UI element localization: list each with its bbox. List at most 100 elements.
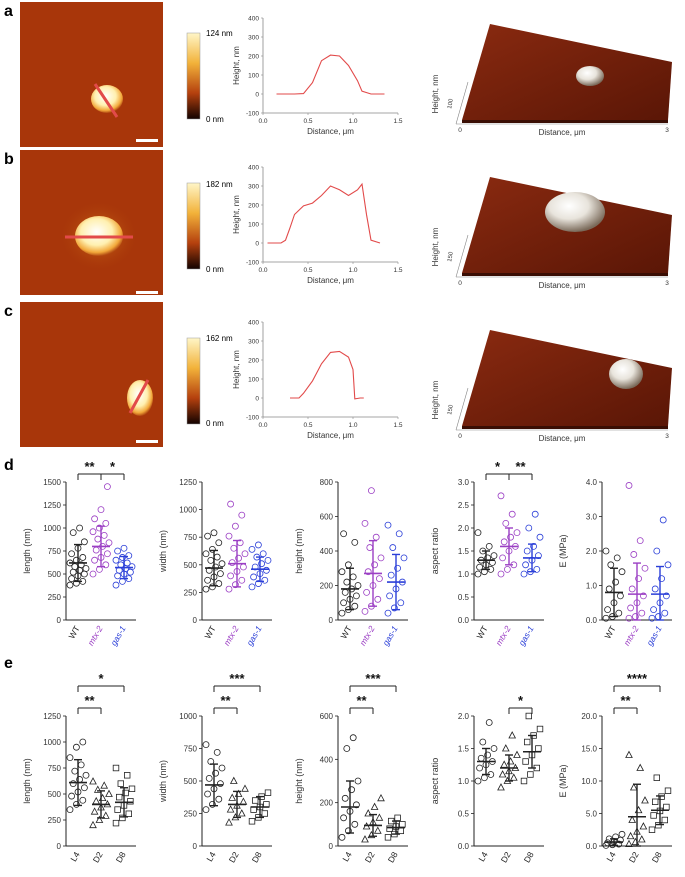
data-point — [485, 719, 493, 726]
data-point — [204, 790, 212, 798]
data-point — [79, 554, 87, 561]
data-point — [202, 585, 210, 593]
data-point — [73, 579, 80, 587]
data-point — [348, 786, 356, 794]
color-scale-c — [186, 337, 201, 425]
data-point — [361, 835, 369, 843]
data-point — [125, 552, 133, 559]
color-scale-min-b: 0 nm — [206, 265, 224, 274]
data-point — [352, 592, 360, 600]
data-point — [502, 520, 510, 527]
y-tick-label: 3.0 — [458, 478, 470, 487]
y-tick-label: -100 — [246, 111, 259, 118]
dot-plot-d-width-nm-: 0 250 500 750 1000 1250 width (nm) WT mtx-2 gas-1 — [158, 478, 272, 647]
y-axis-label: length (nm) — [22, 758, 32, 804]
y-axis-label: Height, nm — [431, 74, 440, 113]
x-tick-label: WT — [474, 624, 489, 640]
x-tick-label: 0 — [458, 433, 462, 440]
x-tick-label: L4 — [204, 850, 218, 863]
x-tick-label: D8 — [522, 850, 536, 865]
x-tick-label: L4 — [68, 850, 82, 863]
data-point — [476, 563, 484, 571]
surface-particle — [576, 66, 604, 86]
y-tick-label: 600 — [320, 712, 334, 721]
x-tick-label: L4 — [604, 850, 618, 863]
data-point — [69, 568, 77, 576]
y-tick-label: 0.0 — [458, 842, 470, 851]
data-point — [204, 576, 212, 584]
y-tick-label: 1.0 — [458, 570, 470, 579]
data-point — [354, 582, 362, 589]
data-point — [390, 604, 398, 612]
profile-plot-a: -100 0 100 200 300 400 0.0 0.5 1.0 1.5 Distance, μ… — [232, 16, 403, 137]
data-point — [653, 774, 660, 781]
data-point — [68, 550, 75, 558]
y-tick-label: 2.0 — [458, 712, 470, 721]
afm-particle-a — [91, 85, 123, 113]
data-point — [651, 585, 659, 593]
data-point — [216, 570, 224, 578]
data-point — [477, 754, 485, 762]
data-point — [354, 777, 362, 785]
data-point — [351, 820, 359, 828]
data-point — [525, 524, 533, 532]
y-tick-label: 200 — [320, 582, 334, 591]
data-point — [227, 500, 235, 508]
z-tick-label: 100 — [447, 98, 455, 110]
data-point — [216, 780, 224, 787]
data-point — [344, 561, 352, 569]
data-point — [397, 599, 405, 607]
y-tick-label: 200 — [248, 358, 259, 365]
afm-image-c — [20, 302, 163, 447]
y-axis-label: Height, nm — [232, 46, 241, 85]
significance-label: **** — [627, 671, 648, 686]
data-point — [112, 581, 120, 589]
data-point — [79, 796, 87, 804]
data-point — [637, 835, 646, 843]
y-axis-label: height (nm) — [294, 758, 304, 804]
data-point — [474, 777, 482, 785]
x-tick-label: D2 — [227, 850, 241, 865]
data-point — [400, 554, 408, 562]
data-point — [648, 614, 656, 622]
x-tick-label: gas-1 — [516, 624, 535, 648]
data-point — [602, 547, 610, 555]
data-point — [235, 554, 243, 562]
data-point — [627, 604, 634, 612]
color-scale-min-a: 0 nm — [206, 115, 224, 124]
data-point — [535, 745, 542, 752]
y-tick-label: 100 — [248, 222, 259, 229]
x-tick-label: WT — [338, 624, 353, 640]
data-point — [525, 712, 532, 720]
y-tick-label: 300 — [248, 184, 259, 191]
y-axis-label: height (nm) — [294, 528, 304, 574]
data-point — [343, 745, 351, 752]
data-point — [213, 749, 221, 756]
data-point — [102, 520, 110, 527]
y-tick-label: 200 — [248, 54, 259, 61]
data-point — [343, 578, 351, 586]
data-point — [639, 822, 648, 830]
data-point — [202, 806, 210, 813]
data-point — [395, 530, 403, 538]
data-point — [664, 787, 672, 794]
data-point — [636, 537, 644, 545]
data-point — [210, 529, 218, 537]
data-point — [212, 563, 220, 571]
data-point — [225, 818, 233, 826]
data-point — [89, 528, 97, 536]
significance-label: ** — [620, 693, 631, 708]
data-point — [264, 556, 272, 564]
x-tick-label: mtx-2 — [85, 624, 104, 648]
data-point — [102, 561, 110, 569]
data-point — [340, 599, 348, 607]
data-point — [351, 602, 359, 610]
data-point — [474, 529, 482, 536]
color-scale-min-c: 0 nm — [206, 419, 224, 428]
data-point — [341, 794, 349, 802]
data-point — [227, 572, 235, 580]
data-point — [386, 825, 393, 832]
data-point — [361, 607, 369, 615]
afm-row-c: 162 nm 0 nm — [20, 302, 233, 447]
